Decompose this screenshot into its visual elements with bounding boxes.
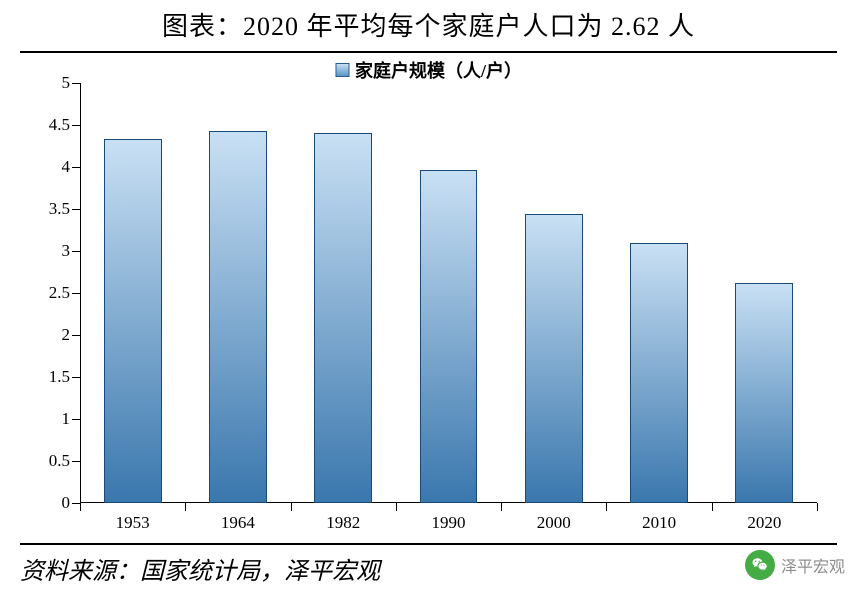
legend-swatch: [335, 63, 349, 77]
chart-area: 家庭户规模（人/户） 00.511.522.533.544.5519531964…: [20, 53, 837, 543]
x-tick-label: 2000: [537, 513, 571, 533]
x-tick-label: 2020: [747, 513, 781, 533]
wechat-icon: [745, 550, 775, 580]
bar: [209, 131, 267, 503]
y-tick-label: 4.5: [30, 115, 70, 135]
y-tick: [72, 209, 80, 210]
legend-label: 家庭户规模（人/户）: [355, 57, 522, 83]
y-tick-label: 3: [30, 241, 70, 261]
y-tick: [72, 461, 80, 462]
bar: [630, 243, 688, 503]
y-tick: [72, 293, 80, 294]
y-tick: [72, 83, 80, 84]
x-tick-label: 1990: [432, 513, 466, 533]
x-tick: [817, 503, 818, 511]
x-tick-label: 2010: [642, 513, 676, 533]
x-tick: [185, 503, 186, 511]
bar: [735, 283, 793, 503]
chart-title-row: 图表：2020 年平均每个家庭户人口为 2.62 人: [20, 0, 837, 53]
y-tick-label: 5: [30, 73, 70, 93]
x-tick: [396, 503, 397, 511]
y-tick-label: 0: [30, 493, 70, 513]
y-tick-label: 4: [30, 157, 70, 177]
x-tick-label: 1964: [221, 513, 255, 533]
x-tick-label: 1953: [116, 513, 150, 533]
y-tick: [72, 335, 80, 336]
y-tick-label: 2.5: [30, 283, 70, 303]
y-axis: [80, 83, 81, 503]
bar: [104, 139, 162, 503]
x-tick: [712, 503, 713, 511]
plot-region: 00.511.522.533.544.551953196419821990200…: [80, 83, 817, 503]
chart-legend: 家庭户规模（人/户）: [335, 57, 522, 83]
watermark-text: 泽平宏观: [781, 553, 845, 577]
watermark: 泽平宏观: [745, 550, 845, 580]
bar: [525, 214, 583, 503]
source-text: 资料来源：国家统计局，泽平宏观: [20, 559, 380, 585]
x-tick-label: 1982: [326, 513, 360, 533]
y-tick-label: 3.5: [30, 199, 70, 219]
x-tick: [606, 503, 607, 511]
y-tick-label: 1.5: [30, 367, 70, 387]
y-tick-label: 0.5: [30, 451, 70, 471]
y-tick: [72, 419, 80, 420]
bar: [420, 170, 478, 503]
x-tick: [80, 503, 81, 511]
y-tick: [72, 377, 80, 378]
chart-title: 图表：2020 年平均每个家庭户人口为 2.62 人: [162, 12, 695, 41]
source-row: 资料来源：国家统计局，泽平宏观: [20, 543, 837, 592]
y-tick-label: 2: [30, 325, 70, 345]
y-tick: [72, 125, 80, 126]
y-tick: [72, 503, 80, 504]
bar: [314, 133, 372, 503]
x-tick: [501, 503, 502, 511]
x-tick: [291, 503, 292, 511]
y-tick: [72, 251, 80, 252]
y-tick: [72, 167, 80, 168]
y-tick-label: 1: [30, 409, 70, 429]
